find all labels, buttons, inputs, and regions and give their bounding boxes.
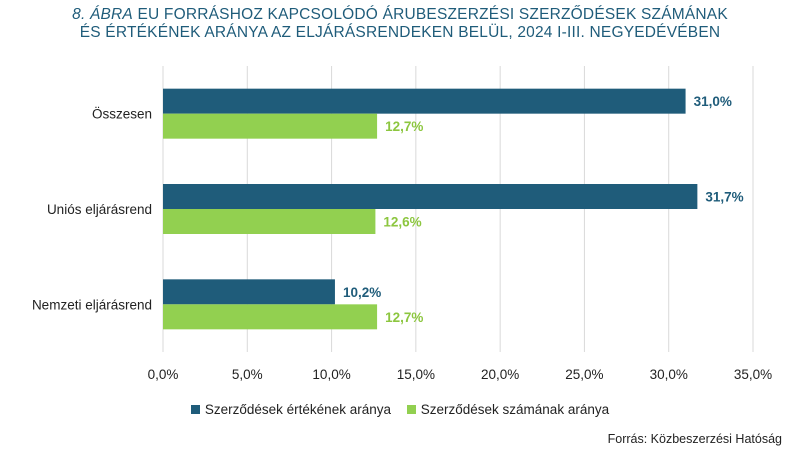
category-label: Nemzeti eljárásrend xyxy=(32,297,152,312)
title-text-1: EU FORRÁSHOZ KAPCSOLÓDÓ ÁRUBESZERZÉSI SZ… xyxy=(137,6,728,23)
title-text-2: ÉS ÉRTÉKÉNEK ARÁNYA AZ ELJÁRÁSRENDEKEN B… xyxy=(79,24,721,41)
category-label: Összesen xyxy=(92,107,152,122)
legend-swatch-count-share xyxy=(406,405,416,414)
legend-item-value-share: Szerződések értékének aránya xyxy=(190,402,391,417)
bar-value-share xyxy=(163,88,686,114)
bar-value-share xyxy=(163,184,698,209)
bar-count-share xyxy=(163,209,376,234)
data-label: 10,2% xyxy=(343,285,381,300)
data-label: 12,6% xyxy=(383,215,421,230)
figure-label: 8. ÁBRA xyxy=(72,6,133,23)
legend-label-value-share: Szerződések értékének aránya xyxy=(204,402,391,417)
x-tick-label: 15,0% xyxy=(397,367,435,382)
source-note: Forrás: Közbeszerzési Hatóság xyxy=(607,432,782,446)
x-tick-label: 20,0% xyxy=(481,367,519,382)
data-label: 12,7% xyxy=(385,119,423,134)
bar-chart: 0,0% 5,0% 10,0% 15,0% 20,0% 25,0% 30,0% 35,0% Ös… xyxy=(32,66,772,382)
x-tick-label: 35,0% xyxy=(734,367,772,382)
data-label: 31,0% xyxy=(694,94,732,109)
legend: Szerződések értékének aránya Szerződések… xyxy=(0,402,800,417)
x-tick-label: 0,0% xyxy=(148,367,179,382)
x-tick-label: 10,0% xyxy=(312,367,350,382)
legend-label-count-share: Szerződések számának aránya xyxy=(420,402,610,417)
bar-count-share xyxy=(163,113,378,139)
data-label: 12,7% xyxy=(385,310,423,325)
data-label: 31,7% xyxy=(705,190,743,205)
bar-value-share xyxy=(163,279,335,305)
legend-item-count-share: Szerződések számának aránya xyxy=(406,402,610,417)
category-label: Uniós eljárásrend xyxy=(47,202,152,217)
chart-title: 8. ÁBRA EU FORRÁSHOZ KAPCSOLÓDÓ ÁRUBESZE… xyxy=(0,6,800,42)
x-tick-label: 25,0% xyxy=(565,367,603,382)
chart-title-line1: 8. ÁBRA EU FORRÁSHOZ KAPCSOLÓDÓ ÁRUBESZE… xyxy=(0,6,800,24)
x-tick-label: 30,0% xyxy=(650,367,688,382)
bar-count-share xyxy=(163,304,378,330)
x-tick-label: 5,0% xyxy=(232,367,263,382)
legend-swatch-value-share xyxy=(190,405,200,414)
